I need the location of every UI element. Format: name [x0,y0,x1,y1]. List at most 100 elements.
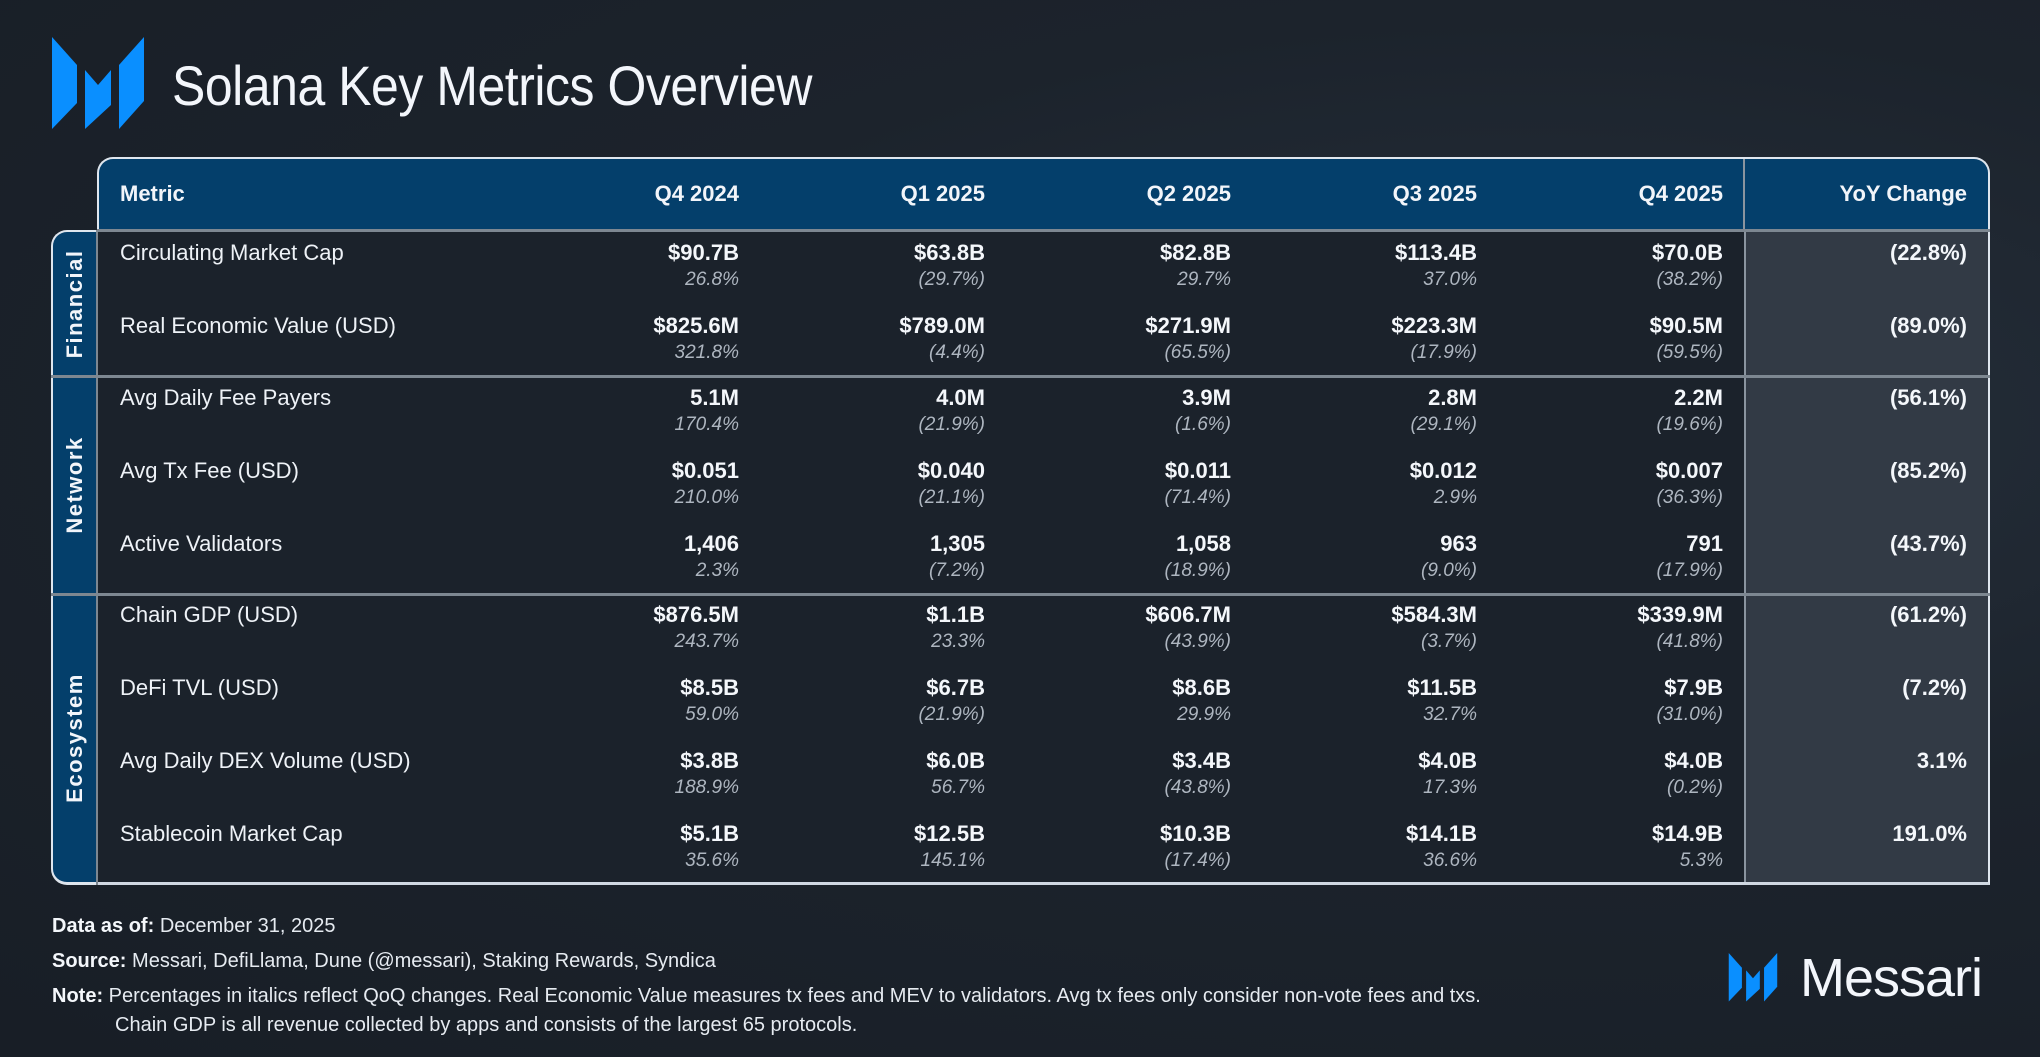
table-header [97,157,1990,230]
cell-qoq-change: (59.5%) [1656,342,1723,363]
note-line-2: Chain GDP is all revenue collected by ap… [115,1014,858,1036]
cell-qoq-change: 59.0% [685,704,739,725]
cell-value: $0.011 [1164,458,1231,483]
cell-qoq-change: 29.9% [1177,704,1231,725]
cell-value: $8.6B [1172,675,1231,700]
note-line-1: Percentages in italics reflect QoQ chang… [108,985,1481,1007]
group-divider [96,230,98,885]
cell-qoq-change: (17.9%) [1656,560,1723,581]
source-value: Messari, DefiLlama, Dune (@messari), Sta… [132,950,716,972]
metric-label: Real Economic Value (USD) [120,313,396,338]
note-label: Note: [52,985,104,1007]
cell-value: $4.0B [1664,748,1723,773]
cell-value: $876.5M [653,602,739,627]
cell-value: 1,305 [929,531,985,556]
cell-qoq-change: 35.6% [685,850,739,871]
cell-qoq-change: (38.2%) [1656,269,1723,290]
cell-value: $0.040 [917,458,985,483]
cell-qoq-change: 145.1% [920,850,985,871]
cell-yoy-change: (7.2%) [1902,675,1967,700]
cell-qoq-change: 17.3% [1423,777,1477,798]
cell-qoq-change: (9.0%) [1421,560,1477,581]
cell-qoq-change: 37.0% [1423,269,1477,290]
yoy-column-bg [1744,230,1988,882]
cell-value: $1.1B [926,602,985,627]
cell-qoq-change: (21.1%) [918,487,985,508]
group-ecosystem: Ecosystem [51,594,97,885]
cell-value: $6.7B [926,675,985,700]
column-header-q2-2025: Q2 2025 [1146,181,1231,206]
cell-value: $0.007 [1655,458,1723,483]
source-label: Source: [52,950,127,972]
cell-value: 1,406 [683,531,739,556]
cell-qoq-change: 2.9% [1433,487,1477,508]
cell-qoq-change: (29.7%) [918,269,985,290]
cell-value: $0.051 [671,458,739,483]
note: Note: Percentages in italics reflect QoQ… [52,984,1481,1008]
cell-value: $113.4B [1395,240,1477,265]
cell-qoq-change: (21.9%) [918,414,985,435]
column-header-q1-2025: Q1 2025 [900,181,985,206]
cell-yoy-change: 3.1% [1916,748,1967,773]
metric-label: Avg Daily Fee Payers [120,385,332,410]
header-separator [97,229,1990,232]
cell-yoy-change: (89.0%) [1889,313,1967,338]
cell-value: $606.7M [1145,602,1231,627]
cell-yoy-change: (22.8%) [1889,240,1967,265]
group-financial: Financial [51,230,97,376]
messari-wordmark: Messari [1800,948,1983,1008]
cell-qoq-change: (41.8%) [1656,631,1723,652]
group-label: Financial [62,249,87,359]
cell-value: $7.9B [1664,675,1723,700]
cell-qoq-change: 243.7% [674,631,739,652]
metric-label: Avg Daily DEX Volume (USD) [120,748,411,773]
cell-value: $82.8B [1160,240,1231,265]
cell-yoy-change: (56.1%) [1889,385,1967,410]
cell-qoq-change: (1.6%) [1175,414,1231,435]
cell-value: $3.4B [1172,748,1231,773]
column-header-q3-2025: Q3 2025 [1392,181,1477,206]
cell-qoq-change: (17.4%) [1164,850,1231,871]
metric-label: DeFi TVL (USD) [120,675,279,700]
cell-value: $3.8B [680,748,739,773]
cell-value: $6.0B [926,748,985,773]
page-title: Solana Key Metrics Overview [172,54,812,117]
cell-qoq-change: 5.3% [1679,850,1723,871]
cell-yoy-change: (85.2%) [1889,458,1967,483]
cell-value: $825.6M [653,313,739,338]
yoy-divider [1743,159,1745,230]
cell-value: $789.0M [899,313,985,338]
cell-value: $0.012 [1409,458,1477,483]
cell-value: $5.1B [680,821,739,846]
group-separator [51,593,1990,596]
cell-qoq-change: (31.0%) [1656,704,1723,725]
cell-qoq-change: (4.4%) [929,342,985,363]
cell-value: $10.3B [1160,821,1231,846]
data-as-of-value: December 31, 2025 [159,915,336,937]
cell-qoq-change: 210.0% [674,487,739,508]
cell-value: $271.9M [1145,313,1231,338]
cell-value: 5.1M [690,385,739,410]
cell-qoq-change: (36.3%) [1656,487,1723,508]
cell-value: 2.8M [1428,385,1477,410]
metric-label: Avg Tx Fee (USD) [120,458,299,483]
column-header-metric: Metric [120,181,185,206]
cell-qoq-change: 170.4% [674,414,739,435]
metric-label: Chain GDP (USD) [120,602,299,627]
cell-value: $12.5B [914,821,985,846]
cell-qoq-change: 26.8% [685,269,739,290]
cell-qoq-change: (21.9%) [918,704,985,725]
cell-qoq-change: 56.7% [931,777,985,798]
cell-qoq-change: (3.7%) [1421,631,1477,652]
cell-value: $223.3M [1391,313,1477,338]
cell-qoq-change: 32.7% [1423,704,1477,725]
cell-value: 2.2M [1674,385,1723,410]
cell-value: $4.0B [1418,748,1477,773]
cell-qoq-change: (17.9%) [1410,342,1477,363]
cell-value: $339.9M [1637,602,1723,627]
column-header-yoy: YoY Change [1839,181,1967,206]
source: Source: Messari, DefiLlama, Dune (@messa… [52,949,716,973]
cell-qoq-change: (65.5%) [1164,342,1231,363]
group-network: Network [51,376,97,594]
metric-label: Circulating Market Cap [120,240,344,265]
